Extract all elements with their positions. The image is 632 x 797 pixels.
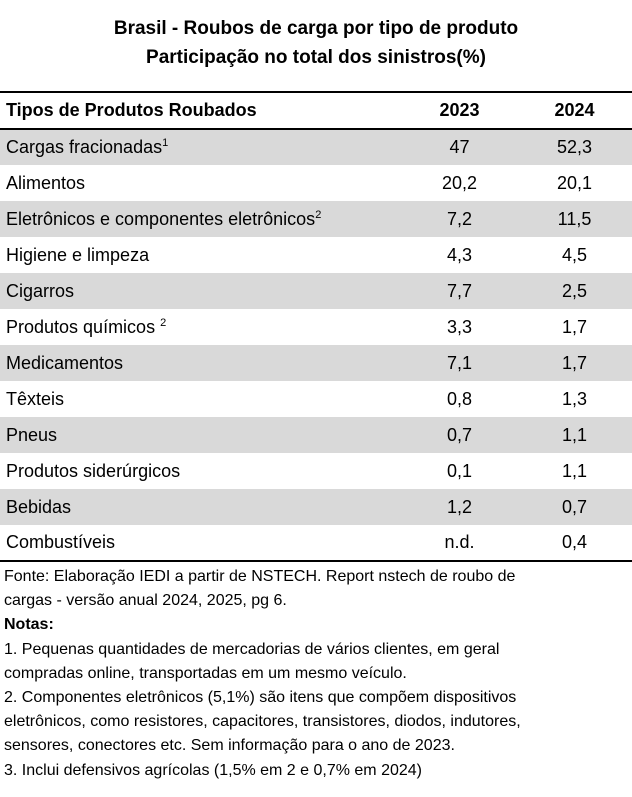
product-cell: Cigarros xyxy=(0,273,402,309)
product-cell: Cargas fracionadas1 xyxy=(0,129,402,165)
table-row: Combustíveis n.d. 0,4 xyxy=(0,525,632,562)
value-2024-cell: 11,5 xyxy=(557,208,592,229)
chart-subtitle: Participação no total dos sinistros(%) xyxy=(146,47,486,68)
source-line: cargas - versão anual 2024, 2025, pg 6. xyxy=(4,592,287,610)
table-row: Higiene e limpeza 4,3 4,5 xyxy=(0,237,632,273)
footnote-marker: 2 xyxy=(315,208,322,221)
table-row: Cigarros 7,7 2,5 xyxy=(0,273,632,309)
product-label: Medicamentos xyxy=(6,352,124,373)
table-row: Medicamentos 7,1 1,7 xyxy=(0,345,632,381)
value-2023-cell: 7,2 xyxy=(446,208,473,229)
chart-title-block: Brasil - Roubos de carga por tipo de pro… xyxy=(0,0,632,72)
product-label: Produtos químicos xyxy=(6,316,161,337)
value-2023-cell: 3,3 xyxy=(446,316,473,337)
note-line: 3. Inclui defensivos agrícolas (1,5% em … xyxy=(4,761,422,779)
product-cell: Têxteis xyxy=(0,381,402,417)
product-cell: Pneus xyxy=(0,417,402,453)
table-row: Eletrônicos e componentes eletrônicos2 7,… xyxy=(0,201,632,237)
column-header-product: Tipos de Produtos Roubados xyxy=(0,91,402,130)
product-label: Alimentos xyxy=(6,172,86,193)
table-row: Têxteis 0,8 1,3 xyxy=(0,381,632,417)
table-row: Produtos siderúrgicos 0,1 1,1 xyxy=(0,453,632,489)
table-body: Cargas fracionadas1 47 52,3 Alimentos 20,2 20… xyxy=(0,129,632,562)
product-label: Higiene e limpeza xyxy=(6,244,150,265)
value-2024-cell: 1,3 xyxy=(561,388,588,409)
product-cell: Produtos químicos 2 xyxy=(0,309,402,345)
source-line: Fonte: Elaboração IEDI a partir de NSTEC… xyxy=(4,568,516,585)
product-cell: Higiene e limpeza xyxy=(0,237,402,273)
value-2023-cell: 7,1 xyxy=(446,352,473,373)
value-2023-cell: 0,8 xyxy=(446,388,473,409)
value-2023-cell: 7,7 xyxy=(446,280,473,301)
chart-title: Brasil - Roubos de carga por tipo de pro… xyxy=(113,18,519,39)
value-2024-cell: 2,5 xyxy=(561,280,588,301)
value-2024-cell: 20,1 xyxy=(556,172,593,193)
footnote-marker: 2 xyxy=(160,316,167,329)
product-label: Pneus xyxy=(6,424,58,445)
table-row: Produtos químicos 2 3,3 1,7 xyxy=(0,309,632,345)
note-line: compradas online, transportadas em um me… xyxy=(4,664,407,682)
product-cell: Combustíveis xyxy=(0,525,402,562)
footnote-marker: 1 xyxy=(162,137,169,149)
note-line: sensores, conectores etc. Sem informação… xyxy=(4,737,455,755)
notes-list: 1. Pequenas quantidades de mercadorias d… xyxy=(4,638,624,783)
value-2024-cell: 4,5 xyxy=(561,244,588,265)
product-label: Produtos siderúrgicos xyxy=(6,460,181,481)
value-2024-cell: 1,7 xyxy=(561,316,588,337)
product-cell: Alimentos xyxy=(0,165,402,201)
value-2023-cell: 1,2 xyxy=(446,496,473,517)
product-label: Cargas fracionadas xyxy=(6,137,163,157)
product-label: Têxteis xyxy=(6,388,65,409)
product-label: Eletrônicos e componentes eletrônicos xyxy=(6,208,316,229)
value-2024-cell: 0,4 xyxy=(517,525,632,562)
value-2023-cell: 4,3 xyxy=(446,244,473,265)
product-label: Combustíveis xyxy=(6,532,116,552)
product-cell: Produtos siderúrgicos xyxy=(0,453,402,489)
value-2023-cell: n.d. xyxy=(402,525,517,562)
column-header-2024: 2024 xyxy=(517,91,632,130)
note-line: 1. Pequenas quantidades de mercadorias d… xyxy=(4,640,500,658)
product-label: Cigarros xyxy=(6,280,75,301)
value-2023-cell: 0,1 xyxy=(446,460,473,481)
table-row: Pneus 0,7 1,1 xyxy=(0,417,632,453)
table-footer: Fonte: Elaboração IEDI a partir de NSTEC… xyxy=(4,565,624,783)
value-2024-cell: 0,7 xyxy=(561,496,588,517)
table-row: Cargas fracionadas1 47 52,3 xyxy=(0,129,632,165)
product-cell: Bebidas xyxy=(0,489,402,525)
value-2024-cell: 1,1 xyxy=(561,460,588,481)
note-line: 2. Componentes eletrônicos (5,1%) são it… xyxy=(4,689,517,707)
product-cell: Medicamentos xyxy=(0,345,402,381)
data-table: Tipos de Produtos Roubados 2023 2024 Car… xyxy=(0,91,632,562)
column-header-2023: 2023 xyxy=(402,91,517,130)
value-2023-cell: 20,2 xyxy=(441,172,478,193)
value-2023-cell: 47 xyxy=(449,137,470,157)
value-2024-cell: 1,1 xyxy=(561,424,588,445)
table-row: Bebidas 1,2 0,7 xyxy=(0,489,632,525)
table-row: Alimentos 20,2 20,1 xyxy=(0,165,632,201)
note-line: eletrônicos, como resistores, capacitore… xyxy=(4,713,521,731)
value-2024-cell: 52,3 xyxy=(556,137,593,157)
value-2023-cell: 0,7 xyxy=(446,424,473,445)
notes-title: Notas: xyxy=(4,616,54,634)
value-2024-cell: 1,7 xyxy=(561,352,588,373)
product-label: Bebidas xyxy=(6,496,72,517)
table-header-row: Tipos de Produtos Roubados 2023 2024 xyxy=(0,91,632,130)
product-cell: Eletrônicos e componentes eletrônicos2 xyxy=(0,201,402,237)
